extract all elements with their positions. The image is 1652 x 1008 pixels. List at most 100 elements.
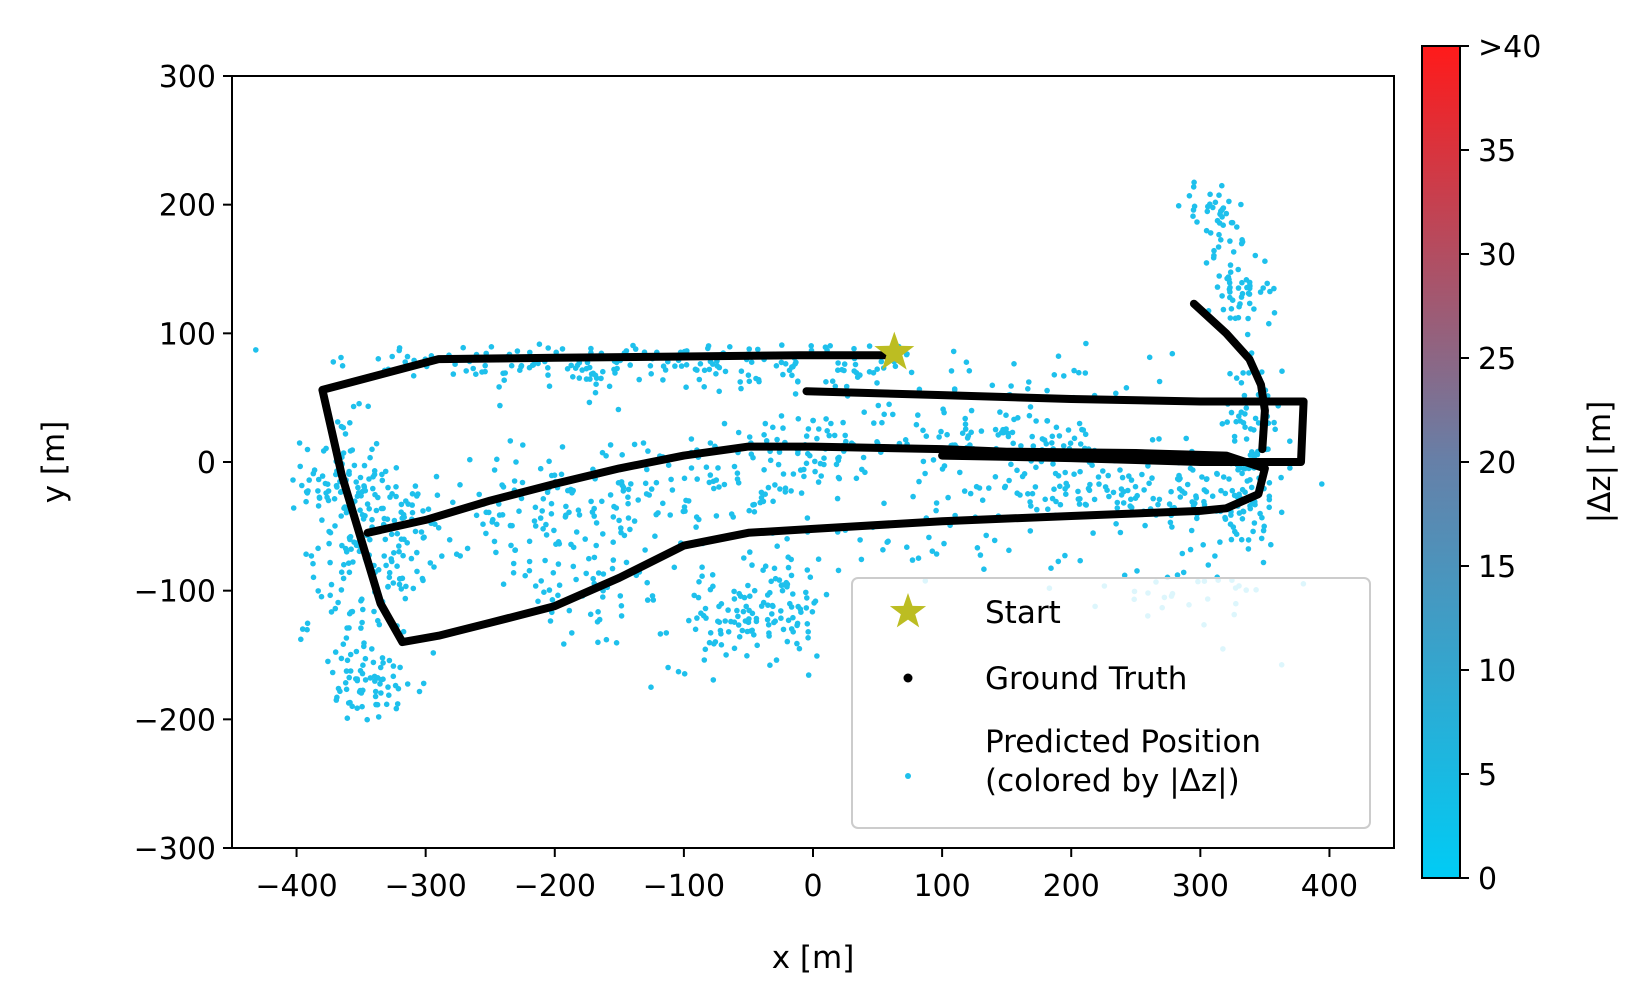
predicted-point [1230,249,1237,255]
predicted-point [1261,523,1267,530]
predicted-point [671,564,678,571]
predicted-point [1260,527,1267,534]
predicted-point [311,467,318,473]
predicted-point [910,493,916,500]
predicted-point [648,486,655,492]
predicted-point [631,518,638,524]
predicted-point [713,477,720,483]
predicted-point [342,680,349,686]
predicted-point [644,466,650,473]
colorbar-tick-label: 35 [1478,134,1516,169]
predicted-point [938,428,944,435]
predicted-point [1266,480,1273,486]
predicted-point [361,483,367,489]
predicted-point [1219,293,1225,299]
predicted-point [749,610,756,617]
predicted-point [703,615,709,621]
predicted-point [662,367,669,373]
predicted-point [915,412,921,418]
predicted-point [394,530,401,537]
predicted-point [1223,210,1230,217]
predicted-point [1184,481,1191,488]
predicted-point [709,572,716,578]
predicted-point [778,359,785,366]
predicted-point [1048,565,1054,571]
predicted-point [803,605,810,611]
predicted-point [1228,536,1235,543]
predicted-point [681,671,688,677]
y-axis-label: y [m] [36,421,72,504]
predicted-point [746,346,752,352]
predicted-point [1228,409,1235,416]
y-tick-label: 0 [197,446,216,481]
predicted-point [1216,192,1222,198]
predicted-point [1139,471,1145,478]
predicted-point [512,547,519,553]
predicted-point [711,641,717,647]
predicted-point [310,560,316,567]
predicted-point [1049,440,1055,446]
predicted-point [1222,514,1228,521]
predicted-point [372,693,379,700]
predicted-point [1071,435,1078,442]
predicted-point [625,500,631,507]
predicted-point [488,344,495,350]
predicted-point [1146,480,1152,487]
predicted-point [1049,433,1056,440]
predicted-point [735,480,742,486]
predicted-point [335,599,341,606]
predicted-point [1278,509,1285,516]
predicted-point [738,385,744,392]
predicted-point [320,448,327,454]
predicted-point [561,641,567,647]
predicted-point [767,662,773,668]
predicted-point [304,626,310,633]
predicted-point [1201,502,1208,508]
predicted-point [332,649,339,655]
predicted-point [710,677,717,683]
predicted-point [774,543,780,549]
predicted-point [992,426,999,433]
predicted-point [1217,539,1223,545]
predicted-point [357,687,364,694]
predicted-point [507,438,514,444]
predicted-point [398,509,405,515]
ground-truth-line [318,351,1269,647]
predicted-point [1227,238,1233,244]
predicted-point [933,507,939,514]
predicted-point [795,450,801,457]
predicted-point [378,505,385,512]
y-tick-label: 300 [159,60,216,95]
predicted-point [866,369,873,375]
predicted-point [1062,486,1068,492]
colorbar-label: |Δz| [m] [1582,401,1618,524]
predicted-point [967,490,974,497]
predicted-point [790,471,797,477]
predicted-point [722,618,728,624]
predicted-point [1079,426,1085,433]
predicted-point [780,371,786,378]
predicted-point [835,474,842,481]
predicted-point [370,485,376,492]
predicted-point [329,669,336,676]
predicted-point [823,591,830,598]
predicted-point [1246,370,1252,376]
predicted-point [1236,510,1243,516]
predicted-point [1060,443,1067,449]
predicted-point [545,372,551,378]
predicted-point [1260,285,1266,291]
predicted-point [346,569,353,576]
predicted-point [731,596,738,602]
predicted-point [923,433,930,440]
predicted-point [1190,184,1197,190]
predicted-point [600,594,606,600]
predicted-point [1008,383,1014,389]
predicted-point [628,481,634,487]
predicted-point [930,457,937,463]
predicted-point [653,511,659,518]
predicted-point [640,440,647,446]
predicted-point [342,431,349,437]
predicted-point [483,509,490,516]
predicted-point [1234,224,1240,230]
predicted-point [582,536,588,542]
